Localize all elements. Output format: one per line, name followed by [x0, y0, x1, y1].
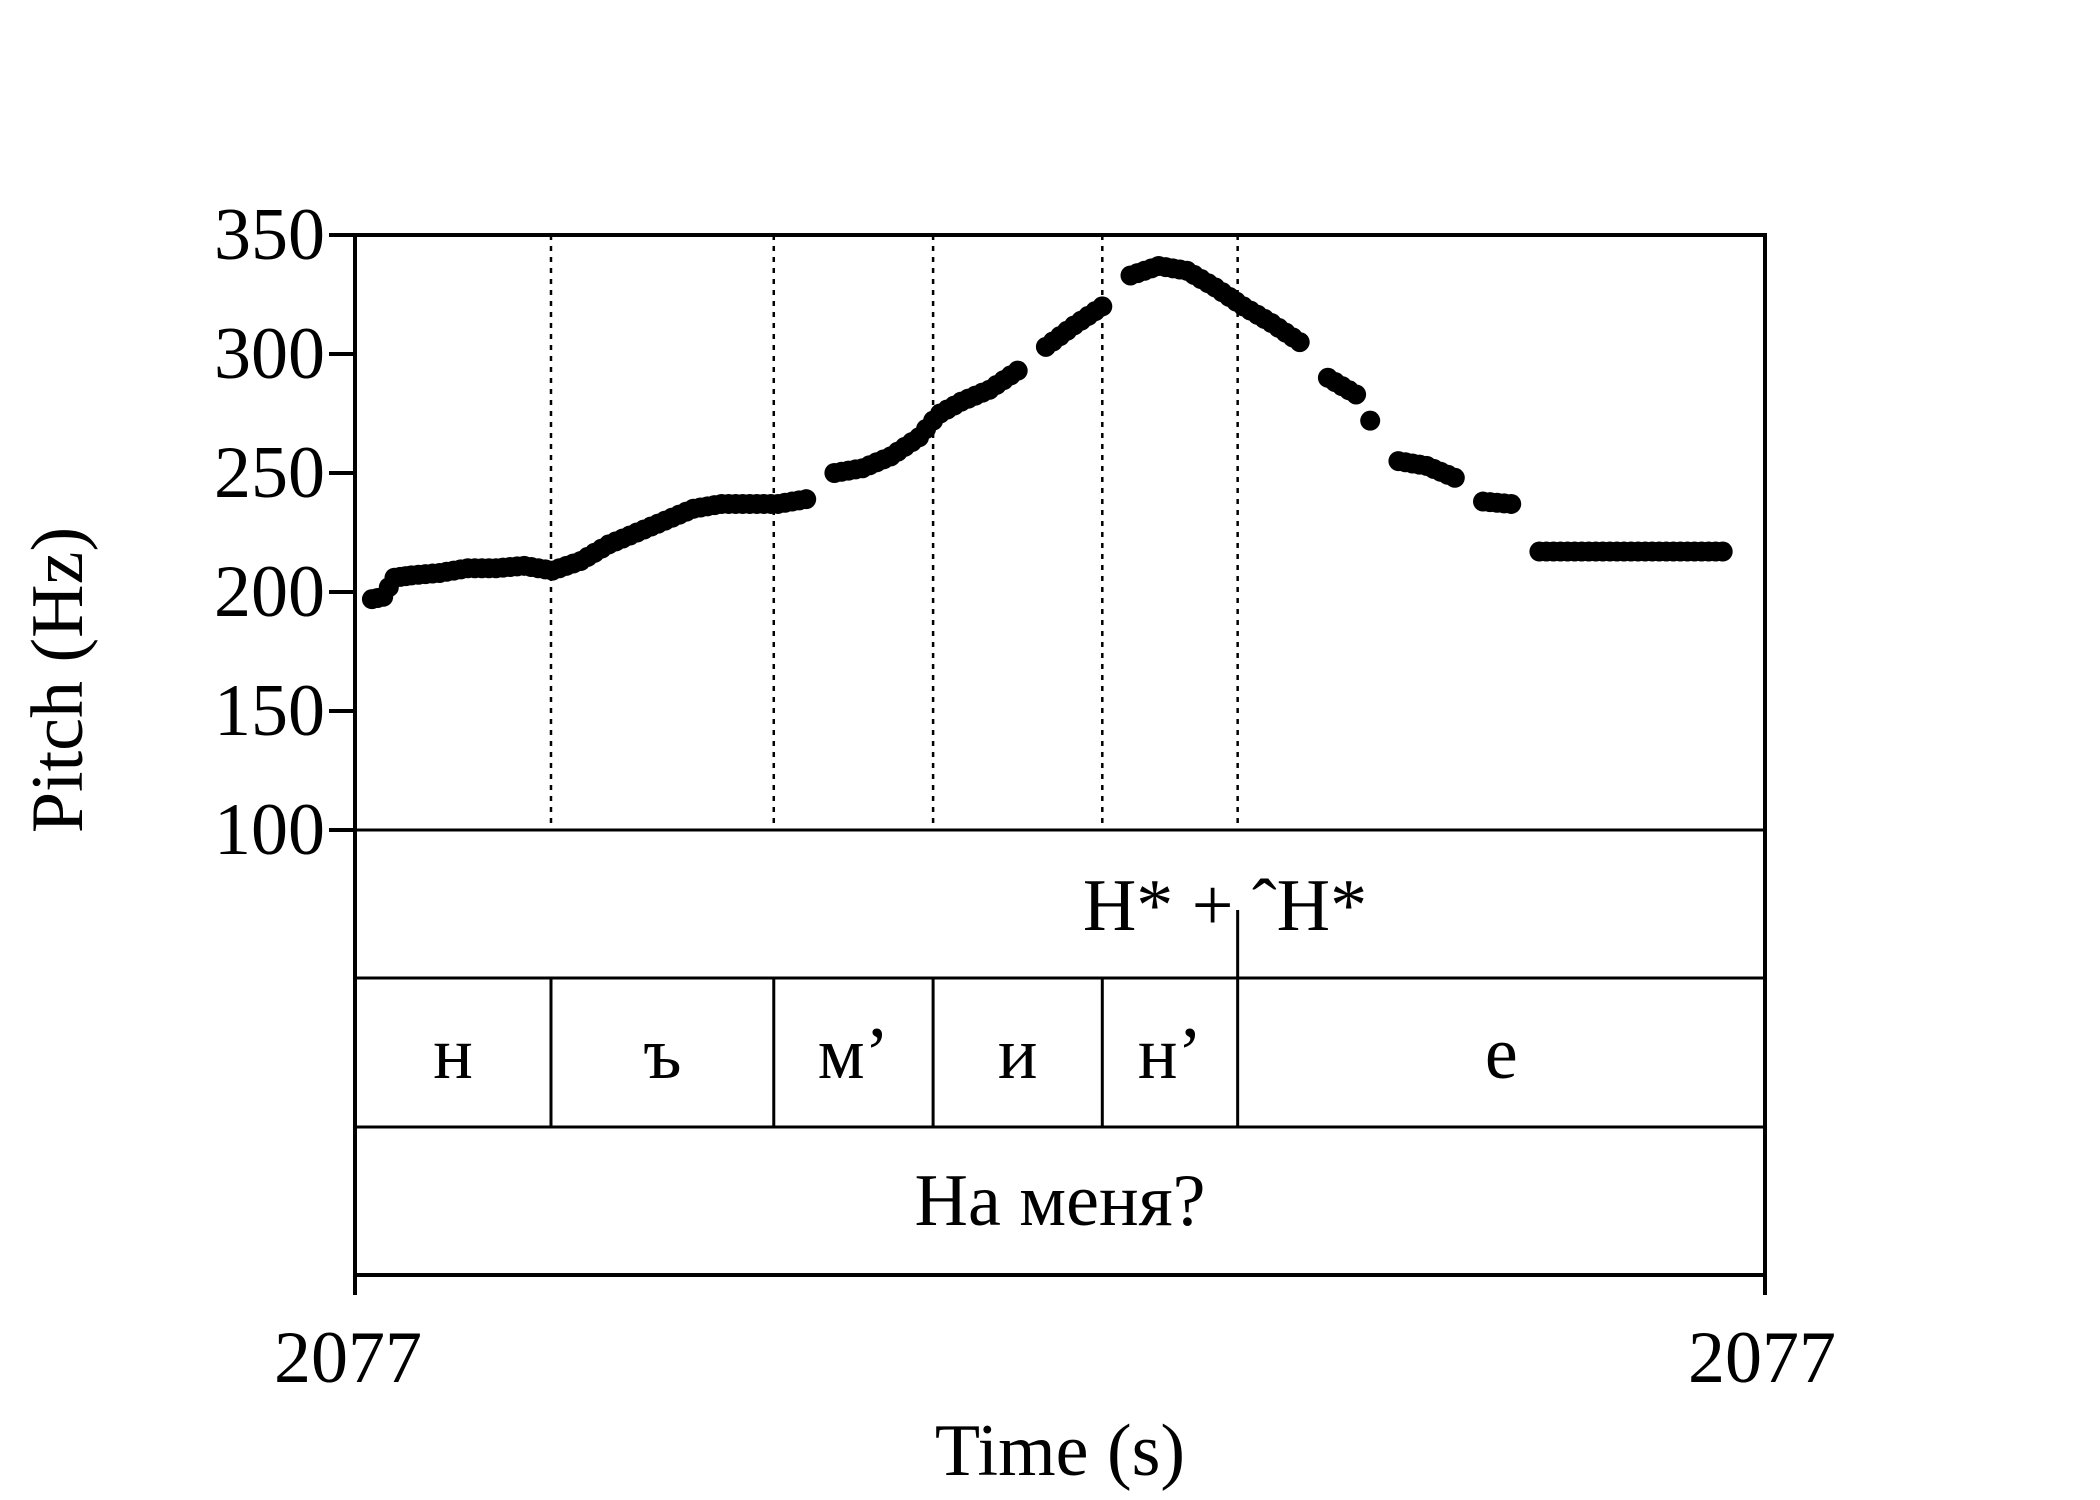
y-tick-label: 150 [214, 670, 325, 752]
pitch-point [1289, 332, 1310, 353]
pitch-point [1444, 467, 1465, 488]
pitch-point [1346, 384, 1367, 405]
phrase-label: На меня? [915, 1160, 1206, 1242]
pitch-point [1092, 296, 1113, 317]
pitch-point [1712, 541, 1733, 562]
segment-label: н [433, 1013, 473, 1095]
segment-label: е [1485, 1013, 1518, 1095]
pitch-point [796, 489, 817, 510]
pitch-point [1501, 493, 1522, 514]
y-axis-label: Pitch (Hz) [17, 527, 99, 833]
pitch-point [1360, 410, 1381, 431]
plot-frame [353, 233, 1767, 1277]
segment-label: и [998, 1013, 1038, 1095]
segment-label: н’ [1138, 1013, 1202, 1095]
y-tick-label: 250 [214, 432, 325, 514]
tone-label: H* + ˆH* [1083, 865, 1367, 947]
pitch-point [1007, 360, 1028, 381]
y-tick-label: 350 [214, 194, 325, 276]
x-tick-label-start: 2077 [274, 1317, 422, 1399]
x-axis-label: Time (s) [935, 1410, 1185, 1492]
segment-boundary-lines [549, 235, 1240, 1127]
y-tick-label: 300 [214, 313, 325, 395]
segment-label: ъ [643, 1013, 681, 1095]
segment-label: м’ [818, 1013, 889, 1095]
y-tick-label: 100 [214, 789, 325, 871]
y-axis-ticks: 100 150 200 250 300 350 [214, 194, 1767, 1295]
annotation-tiers: н ъ м’ и н’ е [433, 910, 1518, 1095]
y-tick-label: 200 [214, 551, 325, 633]
pitch-points [361, 255, 1733, 610]
x-tick-label-end: 2077 [1688, 1317, 1836, 1399]
